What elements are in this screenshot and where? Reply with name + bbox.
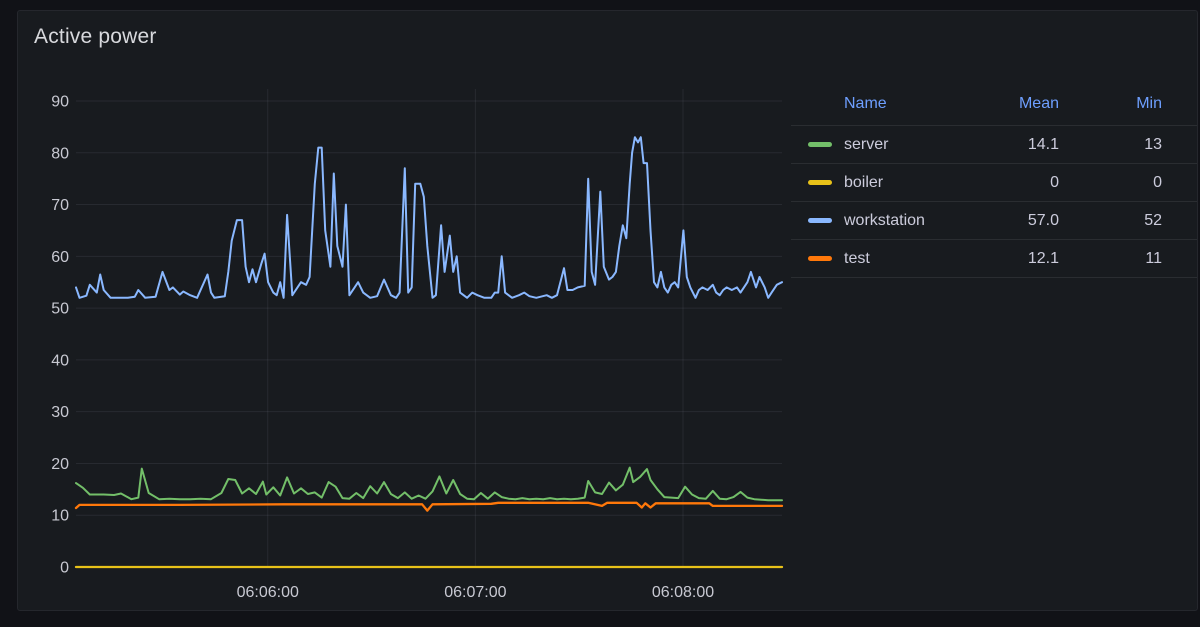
y-axis-label: 40 bbox=[51, 352, 69, 369]
series-min-value: 11 bbox=[1145, 249, 1162, 267]
panel-active-power: Active power 0 10 20 30 40 50 60 70 80 90 06:06:00… bbox=[17, 10, 1198, 611]
legend-header-name[interactable]: Name bbox=[844, 94, 887, 112]
series-name[interactable]: test bbox=[844, 249, 870, 267]
y-axis-label: 0 bbox=[60, 560, 69, 577]
series-mean-value: 57.0 bbox=[1027, 211, 1059, 229]
series-color-swatch bbox=[808, 256, 832, 261]
y-axis-label: 60 bbox=[51, 249, 69, 266]
y-axis-label: 70 bbox=[51, 197, 69, 214]
series-color-swatch bbox=[808, 142, 832, 147]
panel-title[interactable]: Active power bbox=[34, 25, 157, 48]
axis-tick-labels: 0 10 20 30 40 50 60 70 80 90 06:06:00 06:07:00 06:08… bbox=[51, 94, 714, 602]
series-line-test[interactable] bbox=[74, 501, 784, 512]
legend-header-row: Name Mean Min bbox=[791, 82, 1197, 126]
series-mean-value: 14.1 bbox=[1027, 135, 1059, 153]
x-axis-label: 06:08:00 bbox=[652, 584, 714, 601]
series-name[interactable]: server bbox=[844, 135, 889, 153]
series-line-server[interactable] bbox=[75, 466, 783, 502]
legend-row[interactable]: server 14.1 13 bbox=[791, 126, 1197, 164]
y-axis-label: 90 bbox=[51, 94, 69, 111]
series-name[interactable]: workstation bbox=[844, 211, 925, 229]
x-axis-label: 06:07:00 bbox=[444, 584, 506, 601]
legend-row[interactable]: workstation 57.0 52 bbox=[791, 202, 1197, 240]
legend-header-mean[interactable]: Mean bbox=[1018, 94, 1059, 112]
series-mean-value: 0 bbox=[1050, 173, 1059, 191]
y-axis-label: 80 bbox=[51, 145, 69, 162]
legend-table: Name Mean Min server 14.1 13 boiler 0 0 … bbox=[791, 82, 1197, 278]
timeseries-chart[interactable]: 0 10 20 30 40 50 60 70 80 90 06:06:00 06:07:00 06:08… bbox=[18, 11, 793, 611]
y-axis-label: 30 bbox=[51, 404, 69, 421]
series-mean-value: 12.1 bbox=[1027, 249, 1059, 267]
series-min-value: 52 bbox=[1144, 211, 1162, 229]
series-min-value: 13 bbox=[1144, 135, 1162, 153]
legend-rows: server 14.1 13 boiler 0 0 workstation 57… bbox=[791, 126, 1197, 278]
series-color-swatch bbox=[808, 180, 832, 185]
y-axis-label: 50 bbox=[51, 301, 69, 318]
x-axis-label: 06:06:00 bbox=[237, 584, 299, 601]
y-axis-label: 20 bbox=[51, 456, 69, 473]
legend-row[interactable]: boiler 0 0 bbox=[791, 164, 1197, 202]
series-name[interactable]: boiler bbox=[844, 173, 884, 191]
series-min-value: 0 bbox=[1153, 173, 1162, 191]
series-line-workstation[interactable] bbox=[75, 136, 783, 299]
y-axis-label: 10 bbox=[51, 508, 69, 525]
series-color-swatch bbox=[808, 218, 832, 223]
legend-header-min[interactable]: Min bbox=[1136, 94, 1162, 112]
legend-row[interactable]: test 12.1 11 bbox=[791, 240, 1197, 278]
